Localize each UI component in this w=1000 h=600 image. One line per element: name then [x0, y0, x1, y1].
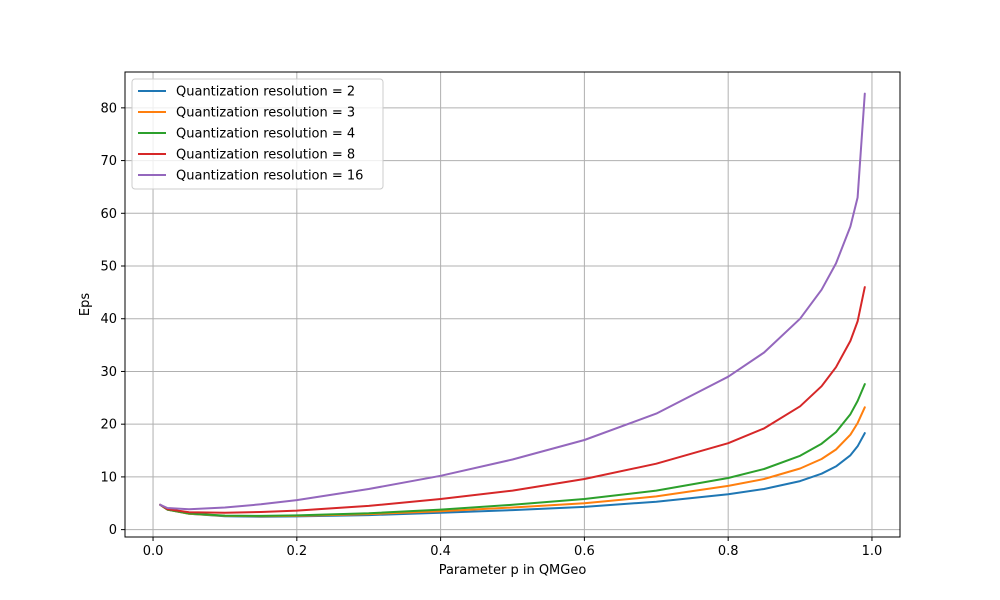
legend-label: Quantization resolution = 4	[176, 127, 355, 142]
legend: Quantization resolution = 2 Quantization …	[131, 78, 384, 190]
series-line-4	[159, 286, 866, 514]
series-layer	[159, 92, 866, 518]
y-tick-label: 80	[100, 101, 117, 116]
x-tick-label: 0.4	[430, 544, 451, 559]
axes-frame	[124, 71, 901, 538]
x-tick-label: 0.6	[574, 544, 595, 559]
y-tick-label: 70	[100, 154, 117, 169]
legend-label: Quantization resolution = 8	[176, 148, 355, 163]
x-axis-label: Parameter p in QMGeo	[439, 563, 587, 578]
y-tick-label: 50	[100, 260, 117, 275]
x-tick-label: 1.0	[862, 544, 883, 559]
legend-label: Quantization resolution = 3	[176, 106, 355, 121]
tick-layer: 0.0 0.2 0.4 0.6 0.8 1.0 0 10 20 30 40 50 60 70 80	[100, 101, 882, 559]
legend-label: Quantization resolution = 2	[176, 85, 355, 100]
legend-label: Quantization resolution = 16	[176, 169, 363, 184]
y-tick-label: 10	[100, 470, 117, 485]
x-tick-label: 0.2	[286, 544, 307, 559]
y-tick-label: 60	[100, 207, 117, 222]
y-tick-label: 0	[109, 523, 117, 538]
x-tick-label: 0.8	[718, 544, 739, 559]
legend-box	[131, 78, 384, 190]
y-tick-label: 30	[100, 365, 117, 380]
x-tick-label: 0.0	[143, 544, 164, 559]
series-line-3	[159, 383, 866, 517]
y-tick-label: 20	[100, 418, 117, 433]
y-tick-label: 40	[100, 312, 117, 327]
series-line-5	[159, 92, 866, 511]
y-axis-label: Eps	[78, 293, 93, 316]
